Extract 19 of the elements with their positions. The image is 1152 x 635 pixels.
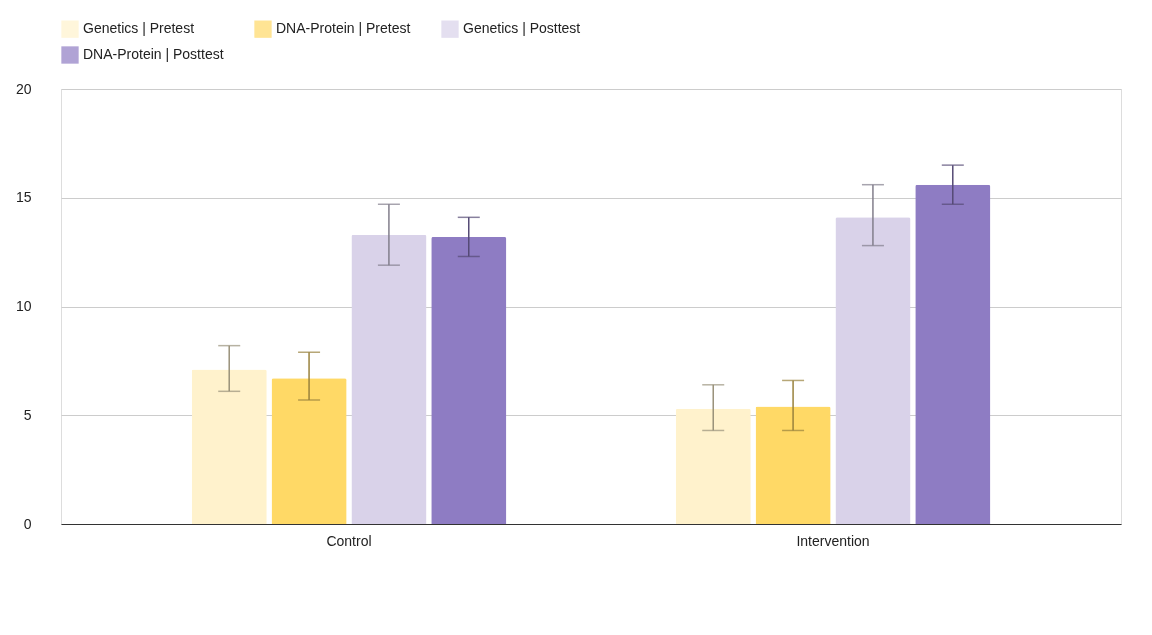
legend-label: Genetics | Pretest	[83, 20, 195, 37]
legend-label: DNA-Protein | Pretest	[276, 20, 411, 37]
bar	[915, 184, 991, 524]
bar	[431, 236, 507, 524]
bar	[191, 369, 267, 524]
y-tick-label: 20	[15, 80, 32, 97]
y-tick-label: 15	[15, 189, 32, 206]
bar	[675, 408, 751, 524]
bar	[351, 234, 427, 524]
bar	[835, 217, 911, 524]
bar	[755, 406, 831, 524]
bar	[271, 378, 347, 524]
x-tick-label: Control	[326, 532, 372, 549]
legend-label: DNA-Protein | Posttest	[83, 46, 224, 62]
y-tick-label: 5	[23, 406, 32, 423]
y-tick-label: 0	[23, 515, 32, 532]
x-tick-label: Intervention	[796, 532, 870, 549]
y-tick-label: 10	[15, 298, 32, 314]
legend-label: Genetics | Posttest	[463, 20, 581, 37]
